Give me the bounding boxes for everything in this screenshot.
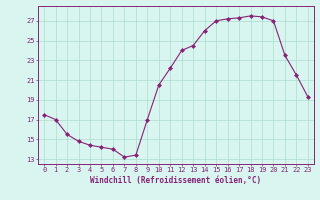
X-axis label: Windchill (Refroidissement éolien,°C): Windchill (Refroidissement éolien,°C) bbox=[91, 176, 261, 185]
